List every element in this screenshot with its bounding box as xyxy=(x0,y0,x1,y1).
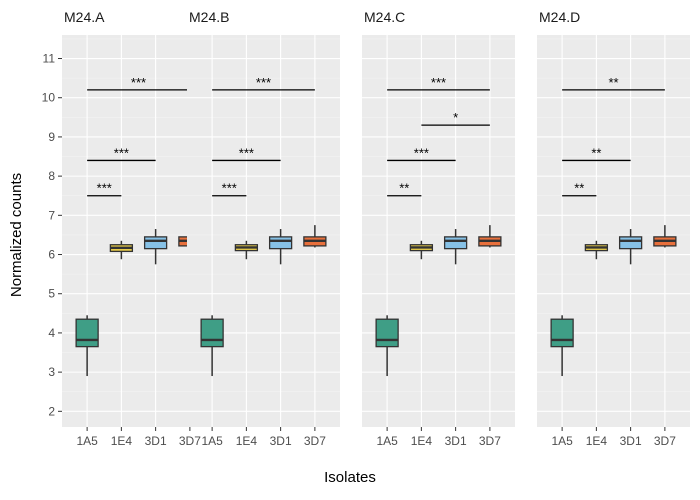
significance-label: ** xyxy=(574,181,584,196)
x-axis-title: Isolates xyxy=(324,469,376,486)
panel-title: M24.D xyxy=(539,9,580,25)
y-tick-label: 2 xyxy=(48,404,55,418)
x-tick-label: 3D7 xyxy=(304,434,326,448)
significance-label: *** xyxy=(431,75,446,90)
y-tick-label: 6 xyxy=(48,248,55,262)
significance-label: * xyxy=(453,110,458,125)
x-tick-label: 1E4 xyxy=(411,434,433,448)
x-tick-label: 3D7 xyxy=(479,434,501,448)
y-tick-label: 4 xyxy=(48,326,55,340)
panel-title: M24.C xyxy=(364,9,405,25)
x-tick-label: 1E4 xyxy=(586,434,608,448)
significance-label: ** xyxy=(399,181,409,196)
y-tick-label: 9 xyxy=(48,130,55,144)
y-tick-label: 3 xyxy=(48,365,55,379)
panel-background xyxy=(362,35,515,427)
box-3D1 xyxy=(443,236,468,250)
x-tick-label: 3D7 xyxy=(654,434,676,448)
box-1A5 xyxy=(200,318,224,348)
x-tick-label: 1A5 xyxy=(551,434,573,448)
x-tick-label: 1A5 xyxy=(76,434,98,448)
significance-label: *** xyxy=(239,145,254,160)
x-tick-label: 1E4 xyxy=(111,434,133,448)
x-tick-label: 1A5 xyxy=(201,434,223,448)
significance-label: *** xyxy=(256,75,271,90)
x-tick-label: 3D7 xyxy=(179,434,201,448)
significance-label: ** xyxy=(608,75,618,90)
significance-label: *** xyxy=(114,145,129,160)
x-tick-label: 3D1 xyxy=(445,434,467,448)
x-tick-label: 3D1 xyxy=(270,434,292,448)
x-tick-label: 1A5 xyxy=(376,434,398,448)
panel-title: M24.B xyxy=(189,9,229,25)
y-tick-label: 10 xyxy=(42,91,56,105)
box-3D1 xyxy=(143,236,168,250)
panel-title: M24.A xyxy=(64,9,105,25)
y-axis-title: Normalized counts xyxy=(8,173,25,297)
y-tick-label: 7 xyxy=(48,208,55,222)
panel-background xyxy=(187,35,340,427)
significance-label: *** xyxy=(222,181,237,196)
x-tick-label: 3D1 xyxy=(620,434,642,448)
y-tick-label: 8 xyxy=(48,169,55,183)
box-1A5 xyxy=(75,318,99,348)
box-3D1 xyxy=(618,236,643,250)
facet-panel: M24.D 1A5 1E4 3D1 3D7 ** ** ** xyxy=(537,9,690,448)
y-tick-label: 11 xyxy=(43,52,56,66)
y-tick-label: 5 xyxy=(48,287,55,301)
x-tick-label: 3D1 xyxy=(145,434,167,448)
box-3D1 xyxy=(268,236,293,250)
significance-label: *** xyxy=(131,75,146,90)
box-1A5 xyxy=(550,318,574,348)
box-1A5 xyxy=(375,318,399,348)
x-tick-label: 1E4 xyxy=(236,434,258,448)
y-axis: 2 3 4 5 6 7 8 9 10 11 xyxy=(42,52,62,418)
significance-label: ** xyxy=(591,145,601,160)
panel-background xyxy=(537,35,690,427)
significance-label: *** xyxy=(414,145,429,160)
facet-panel: M24.B 1A5 1E4 3D1 3D7 *** *** *** xyxy=(187,9,340,448)
significance-label: *** xyxy=(97,181,112,196)
